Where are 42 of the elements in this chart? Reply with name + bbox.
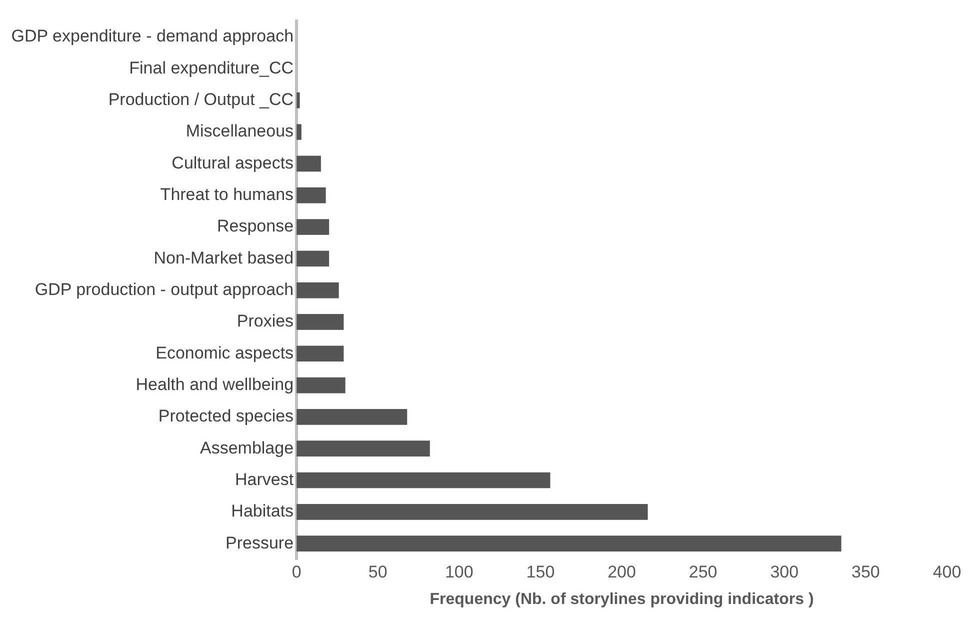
y-tick-label: GDP expenditure - demand approach bbox=[11, 26, 294, 46]
x-tick-label: 350 bbox=[852, 562, 880, 582]
bar bbox=[296, 156, 321, 172]
y-tick-label: Pressure bbox=[226, 533, 294, 552]
y-tick-label: Proxies bbox=[236, 312, 294, 331]
x-tick-label: 250 bbox=[688, 562, 718, 582]
y-tick-label: Cultural aspects bbox=[172, 153, 294, 172]
bar bbox=[296, 536, 842, 552]
bar bbox=[296, 346, 344, 362]
bar bbox=[296, 314, 344, 330]
y-tick-label: Harvest bbox=[234, 470, 294, 489]
y-tick-label: Health and wellbeing bbox=[136, 374, 294, 394]
bar bbox=[296, 440, 430, 457]
y-tick-label: Miscellaneous bbox=[186, 122, 294, 141]
y-tick-label: Threat to humans bbox=[160, 185, 294, 204]
x-tick-label: 300 bbox=[770, 562, 799, 582]
bar bbox=[296, 250, 330, 267]
bar bbox=[296, 92, 300, 108]
x-tick-label: 400 bbox=[932, 562, 962, 582]
x-axis-title: Frequency (Nb. of storylines providing indicators ) bbox=[430, 590, 814, 608]
bar bbox=[296, 377, 346, 394]
y-tick-label: Assemblage bbox=[200, 438, 294, 458]
y-tick-label: GDP production - output approach bbox=[34, 280, 294, 299]
y-tick-label: Production / Output _CC bbox=[108, 90, 294, 110]
y-tick-label: Non-Market based bbox=[154, 248, 294, 268]
bar bbox=[296, 504, 648, 520]
x-tick-label: 0 bbox=[292, 562, 302, 582]
bar bbox=[296, 409, 408, 425]
x-tick-label: 200 bbox=[608, 562, 636, 582]
y-tick-label: Economic aspects bbox=[156, 343, 294, 362]
bar bbox=[296, 124, 302, 140]
y-tick-label: Response bbox=[216, 216, 294, 236]
x-tick-label: 50 bbox=[368, 562, 388, 582]
bar bbox=[296, 282, 339, 298]
x-tick-label: 100 bbox=[444, 562, 474, 582]
bar bbox=[296, 472, 550, 488]
y-tick-label: Protected species bbox=[158, 406, 294, 426]
x-tick-label: 150 bbox=[526, 562, 555, 582]
bar bbox=[296, 219, 330, 235]
y-tick-label: Habitats bbox=[231, 502, 294, 521]
bar bbox=[296, 187, 326, 204]
y-tick-label: Final expenditure_CC bbox=[129, 58, 294, 78]
